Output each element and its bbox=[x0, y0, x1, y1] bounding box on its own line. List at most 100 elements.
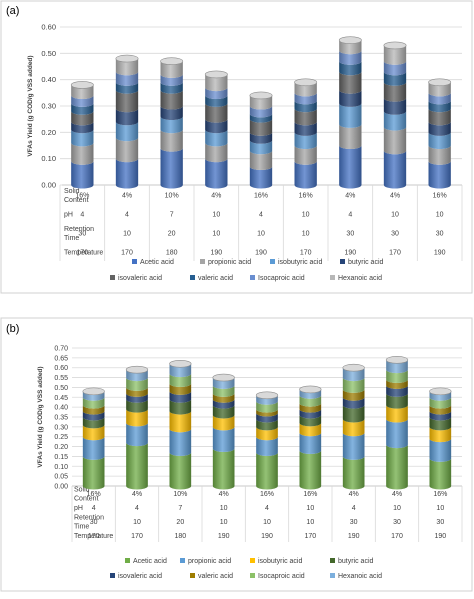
y-tick-label: 0.60 bbox=[41, 23, 56, 32]
y-tick-label: 0.10 bbox=[41, 154, 56, 163]
panel-a-frame bbox=[0, 0, 473, 294]
bar-segment bbox=[339, 40, 362, 55]
legend-item: valeric acid bbox=[190, 275, 233, 282]
bar-cap bbox=[338, 36, 362, 44]
bar-segment bbox=[299, 403, 322, 413]
bar-segment bbox=[205, 95, 228, 107]
bar-segment bbox=[294, 108, 317, 126]
legend-item: isovaleric acid bbox=[110, 275, 162, 282]
legend-item: Hexanoic acid bbox=[330, 573, 382, 580]
bar-segment bbox=[429, 438, 452, 462]
bar-cap bbox=[294, 78, 318, 87]
table-cell: 190 bbox=[261, 533, 273, 540]
legend-label: isobutyric acid bbox=[278, 259, 322, 266]
table-cell: 16% bbox=[433, 193, 447, 200]
table-cell: 4% bbox=[211, 193, 221, 200]
table-cell: 180 bbox=[166, 250, 178, 257]
legend-item: Isocaproic acid bbox=[250, 573, 305, 580]
table-cell: 170 bbox=[76, 250, 88, 257]
table-cell: 4 bbox=[352, 505, 356, 512]
y-tick-label: 0.05 bbox=[54, 474, 68, 481]
legend-label: propionic acid bbox=[188, 558, 231, 565]
bar-segment bbox=[82, 456, 105, 490]
table-cell: 10 bbox=[302, 231, 310, 238]
bar-segment bbox=[294, 132, 317, 149]
bar-segment bbox=[429, 426, 452, 443]
table-cell: 4% bbox=[390, 193, 400, 200]
legend-item: isovaleric acid bbox=[110, 573, 162, 580]
bar-segment bbox=[212, 393, 235, 403]
bar-segment bbox=[339, 124, 362, 149]
bar-segment bbox=[249, 106, 273, 118]
bar-segment bbox=[429, 417, 452, 431]
bar-segment bbox=[342, 432, 365, 460]
bar-segment bbox=[339, 50, 362, 65]
legend-item: Acetic acid bbox=[125, 558, 167, 565]
bar-segment bbox=[386, 418, 408, 449]
bar-segment bbox=[256, 413, 278, 423]
y-tick-label: 0.25 bbox=[54, 434, 68, 441]
bar-segment bbox=[383, 61, 407, 76]
table-cell: 16% bbox=[303, 491, 317, 498]
bar-cap bbox=[385, 356, 409, 364]
y-tick-label: 0.55 bbox=[54, 375, 68, 382]
table-cell: 190 bbox=[348, 533, 360, 540]
y-tick-label: 0.10 bbox=[54, 464, 68, 471]
table-cell: 30 bbox=[346, 231, 354, 238]
bar-segment bbox=[249, 150, 273, 171]
table-cell: 4 bbox=[265, 505, 269, 512]
bar-segment bbox=[342, 418, 365, 437]
bar-segment bbox=[428, 92, 451, 105]
table-cell: 4% bbox=[349, 491, 359, 498]
legend-label: propionic acid bbox=[208, 259, 251, 266]
table-cell: 4% bbox=[122, 193, 132, 200]
table-cell: 190 bbox=[344, 250, 356, 257]
panel-b-frame bbox=[0, 317, 473, 592]
bar-segment bbox=[82, 411, 105, 421]
legend-swatch bbox=[200, 259, 205, 264]
panel-a: (a) 0.00 0.10 0.20 0.30 0.40 0.50 0.60 VFAs Yiel… bbox=[6, 5, 463, 282]
bar-segment bbox=[386, 393, 408, 409]
table-cell: 20 bbox=[168, 231, 176, 238]
bar-segment bbox=[256, 418, 278, 431]
table-cell: 170 bbox=[389, 250, 401, 257]
legend-swatch bbox=[110, 573, 115, 578]
bar-segment bbox=[169, 399, 192, 415]
bar-segment bbox=[299, 389, 322, 399]
table-cell: 4 bbox=[80, 212, 84, 219]
bar-segment bbox=[294, 100, 317, 113]
bar-segment bbox=[160, 90, 183, 110]
table-cell: 190 bbox=[210, 250, 222, 257]
y-tick-label: 0.30 bbox=[41, 102, 56, 111]
table-cell: 10 bbox=[123, 231, 131, 238]
bar-segment bbox=[386, 444, 408, 490]
bar-segment bbox=[82, 391, 105, 401]
bar-segment bbox=[169, 383, 192, 395]
legend-label: Isocaproic acid bbox=[258, 275, 305, 282]
table-row-label: pH bbox=[74, 505, 83, 512]
bar-segment bbox=[205, 129, 228, 147]
bar-segment bbox=[339, 71, 362, 94]
bar-segment bbox=[160, 148, 183, 189]
table-cell: 4 bbox=[259, 212, 263, 219]
y-tick-label: 0.45 bbox=[54, 395, 68, 402]
table-cell: 170 bbox=[391, 533, 403, 540]
bar-segment bbox=[126, 442, 148, 490]
bar-segment bbox=[126, 387, 148, 397]
bar-segment bbox=[71, 84, 94, 99]
bar-segment bbox=[205, 158, 228, 189]
panel-label: (b) bbox=[6, 323, 19, 335]
table-cell: 10% bbox=[173, 491, 187, 498]
legend-item: Isocaproic acid bbox=[250, 275, 305, 282]
legend-label: isovaleric acid bbox=[118, 275, 162, 282]
legend-item: isobutyric acid bbox=[270, 259, 322, 266]
bar-segment bbox=[256, 401, 278, 413]
table-cell: 16% bbox=[75, 193, 89, 200]
bar-segment bbox=[342, 397, 365, 409]
table-cell: 10 bbox=[302, 212, 310, 219]
bar-segment bbox=[249, 119, 273, 136]
legend-item: butyric acid bbox=[330, 558, 374, 565]
bar-segment bbox=[429, 405, 452, 415]
bar-segment bbox=[429, 391, 452, 401]
table-cell: 16% bbox=[433, 491, 447, 498]
